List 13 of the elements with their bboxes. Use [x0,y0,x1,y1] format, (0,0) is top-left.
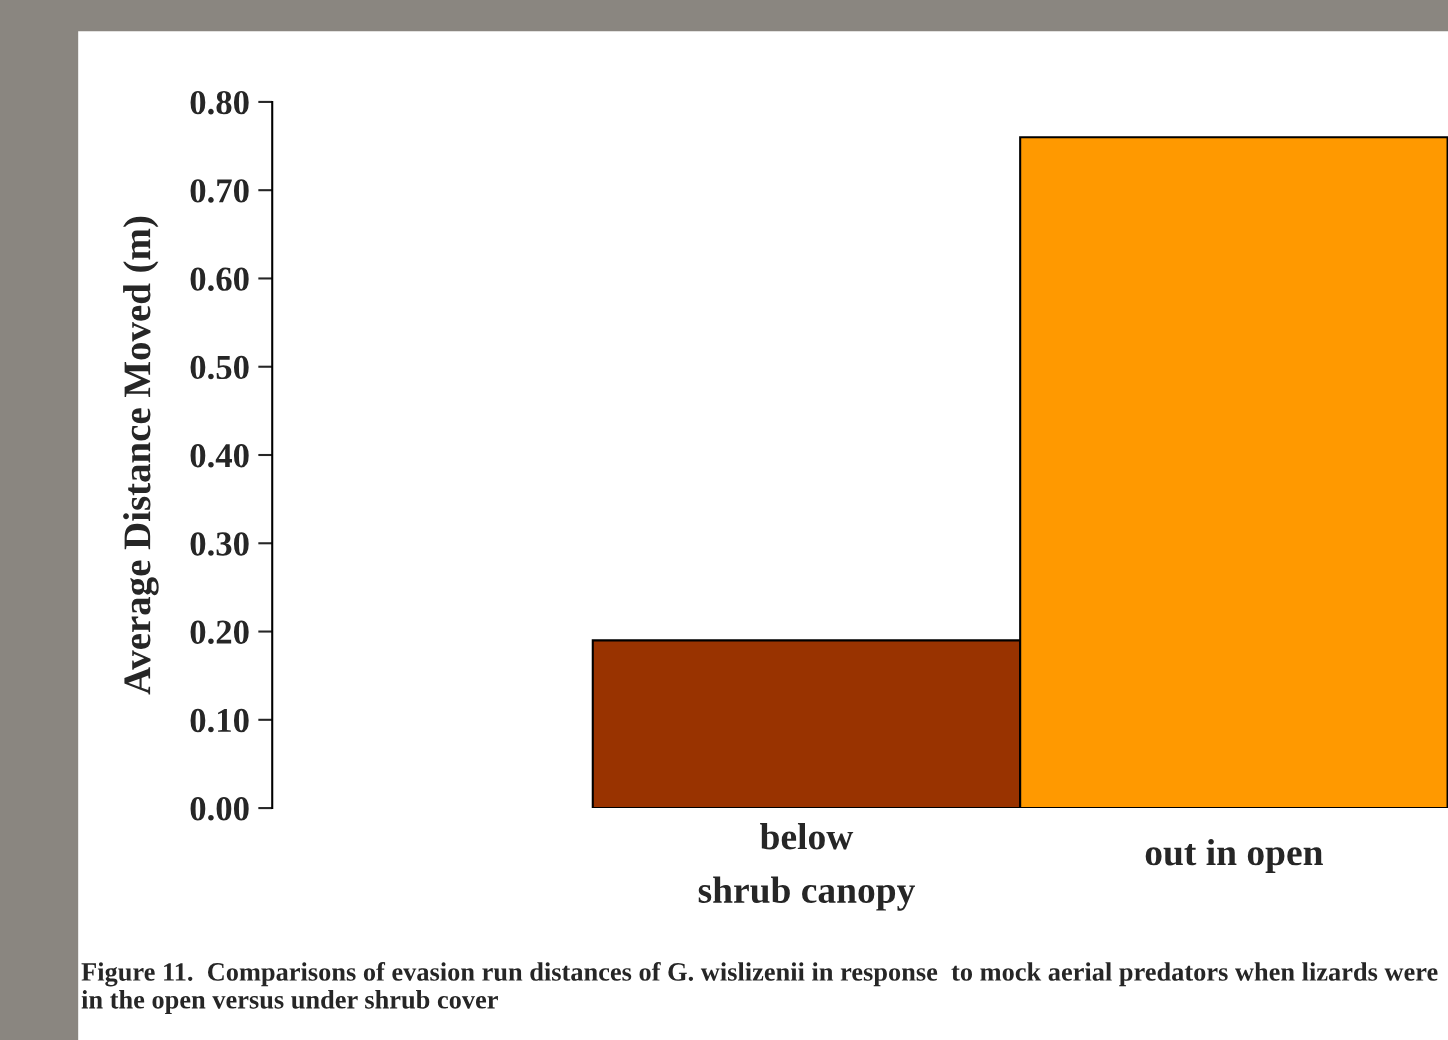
y-tick-label: 0.00 [190,797,249,821]
y-tick-label: 0.40 [190,443,249,468]
y-tick-label: 0.20 [190,620,249,645]
y-tick-label: 0.80 [190,90,249,115]
y-tick-label: 0.60 [190,267,249,291]
y-tick-label: 0.50 [190,355,249,380]
x-tick-label: below shrub canopy [698,823,916,911]
caption: Figure 11. Comparisons of evasion run distances of G. wislizenii in response to mock aerial predators when lizards were in the open versus under shrub cover [81,962,1438,1014]
y-axis-title: Average Distance Moved (m) [123,216,159,695]
y-tick-label: 0.70 [190,179,249,203]
y-tick-label: 0.30 [190,532,249,556]
y-tick-label: 0.10 [190,708,249,733]
x-tick-label: out in open [1145,838,1323,873]
